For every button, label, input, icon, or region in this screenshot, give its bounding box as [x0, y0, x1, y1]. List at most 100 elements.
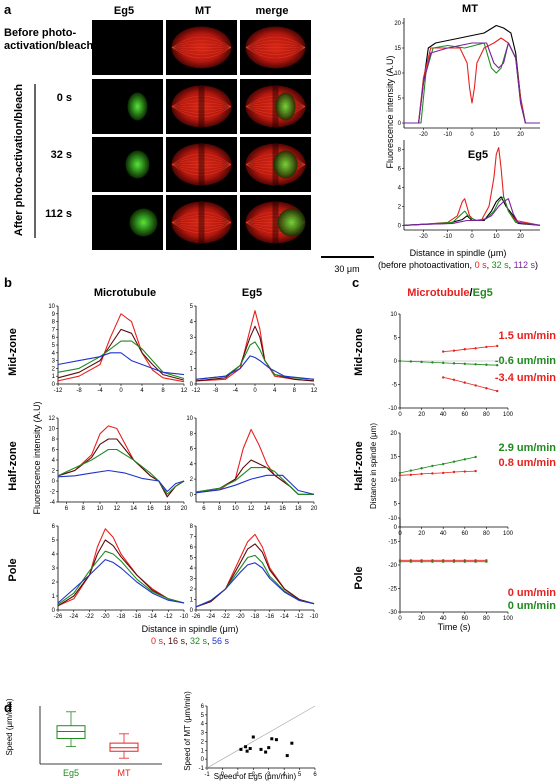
- y-tick-label: 3: [52, 359, 56, 365]
- spindle-fiber: [171, 153, 232, 165]
- y-tick-label: 20: [390, 431, 397, 437]
- y-tick-label: 5: [201, 713, 205, 719]
- series-line-green: [195, 467, 314, 495]
- b-row-half: Half-zone: [7, 441, 19, 491]
- x-tick-label: -18: [251, 614, 260, 620]
- eg5-signal: [277, 208, 306, 237]
- data-point: [251, 735, 255, 739]
- x-tick-label: 0: [221, 772, 225, 778]
- y-tick-label: 1: [190, 598, 194, 604]
- after-label: After photo-activation/bleach: [13, 84, 25, 236]
- bleach-band: [272, 202, 279, 243]
- x-tick-label: 6: [202, 506, 206, 512]
- scale-bar-label: 30 μm: [334, 264, 359, 274]
- y-tick-label: 0: [398, 223, 402, 229]
- y-tick-label: 0: [394, 359, 398, 365]
- series-line-red: [195, 310, 315, 382]
- x-tick-label: 0: [398, 412, 402, 418]
- y-tick-label: 10: [48, 427, 55, 433]
- b-row-pole: Pole: [7, 558, 19, 581]
- c-mid-speed-1: 1.5 um/min: [499, 330, 557, 342]
- box-body: [109, 742, 139, 752]
- c-mid-speed-2: -0.6 um/min: [495, 355, 556, 367]
- x-tick-label: 12: [113, 506, 120, 512]
- y-tick-label: 20: [394, 21, 401, 27]
- y-tick-label: 4: [398, 185, 402, 191]
- data-point: [431, 560, 434, 563]
- x-tick-label: 20: [418, 412, 425, 418]
- x-tick-label: 4: [273, 388, 277, 394]
- before-label-1: Before photo-: [4, 27, 76, 39]
- x-tick-label: 20: [517, 234, 524, 240]
- x-tick-label: 12: [248, 506, 255, 512]
- y-tick-label: -10: [388, 406, 397, 412]
- panel-b-letter: b: [4, 275, 12, 290]
- x-tick-label: 6: [313, 772, 317, 778]
- micro-cell: [92, 20, 163, 75]
- data-point: [452, 349, 456, 352]
- y-tick-label: 3: [201, 731, 205, 737]
- x-tick-label: 16: [147, 506, 154, 512]
- x-tick-label: 16: [279, 506, 286, 512]
- series-line-red: [57, 313, 185, 383]
- data-point: [409, 469, 412, 472]
- panel-d-letter: d: [4, 700, 12, 715]
- spindle-fiber: [245, 95, 306, 107]
- x-tick-label: -14: [148, 614, 157, 620]
- data-point: [496, 389, 499, 393]
- chart-b-pole-eg5: -26 -24 -22 -20 -18 -16 -14 -12 -10 0 1 2 3 4 5 6 7 8: [190, 524, 319, 620]
- chart-b-half-eg5: 6 8 10 12 14 16 18 20 0 2 4 6 8 10: [186, 416, 318, 512]
- x-tick-label: -26: [192, 614, 201, 620]
- y-tick-label: 2: [398, 204, 402, 210]
- chart-b-pole-mt: -26 -24 -22 -20 -18 -16 -14 -12 -10 0 1 2 3 4 5 6: [52, 524, 189, 620]
- series-line-purple: [403, 198, 541, 226]
- eg5-signal: [129, 208, 158, 237]
- series-line-blue: [195, 355, 315, 380]
- x-tick-label: 0: [398, 616, 402, 622]
- x-tick-label: 10: [97, 506, 104, 512]
- x-tick-label: 8: [293, 388, 297, 394]
- data-point: [474, 560, 477, 563]
- y-tick-label: 0: [398, 121, 402, 127]
- spindle-fiber: [245, 47, 306, 52]
- d-scatter-xlabel: Speed of Eg5 (μm/min): [214, 772, 297, 781]
- y-tick-label: 6: [52, 524, 56, 530]
- chart-a-eg5: -20 -10 0 10 20 0 2 4 6 8: [398, 140, 541, 240]
- x-tick-label: -10: [180, 614, 189, 620]
- data-point: [420, 467, 423, 470]
- x-tick-label: 18: [295, 506, 302, 512]
- data-point: [485, 363, 488, 366]
- y-tick-label: 7: [190, 535, 194, 541]
- x-tick-label: 80: [483, 531, 490, 537]
- spindle-fiber: [245, 106, 306, 118]
- series-fit-line-green: [399, 456, 476, 474]
- x-tick-label: -24: [206, 614, 215, 620]
- y-tick-label: 4: [190, 462, 194, 468]
- b-col-title-mt: Microtubule: [94, 287, 156, 299]
- y-tick-label: 1: [201, 748, 205, 754]
- y-tick-label: 0: [190, 608, 194, 614]
- x-tick-label: -22: [221, 614, 230, 620]
- chart-d-scatter: -1 0 1 2 3 4 5 6 -1 0 1 2 3 4 5 6: [199, 704, 318, 778]
- x-tick-label: 100: [503, 412, 514, 418]
- panel-c-letter: c: [352, 275, 359, 290]
- data-point: [485, 560, 488, 563]
- series-fit-line-red: [443, 345, 498, 352]
- data-point: [452, 460, 456, 463]
- series-line-dark: [57, 438, 185, 498]
- eg5-signal: [275, 92, 296, 121]
- y-tick-label: -5: [392, 383, 398, 389]
- spindle-fiber: [245, 102, 306, 107]
- x-tick-label: -14: [280, 614, 289, 620]
- data-point: [442, 350, 445, 353]
- y-tick-label: -15: [388, 540, 397, 546]
- series-fit-line-green: [399, 360, 498, 366]
- y-tick-label: 4: [52, 552, 56, 558]
- a-ylabel: Fluorescence intensity (A.U): [385, 55, 395, 168]
- data-point: [398, 359, 402, 363]
- data-point: [420, 560, 423, 563]
- spindle-fiber: [171, 222, 232, 230]
- a-caption-0s: 0 s: [475, 260, 488, 270]
- x-tick-label: 100: [503, 616, 514, 622]
